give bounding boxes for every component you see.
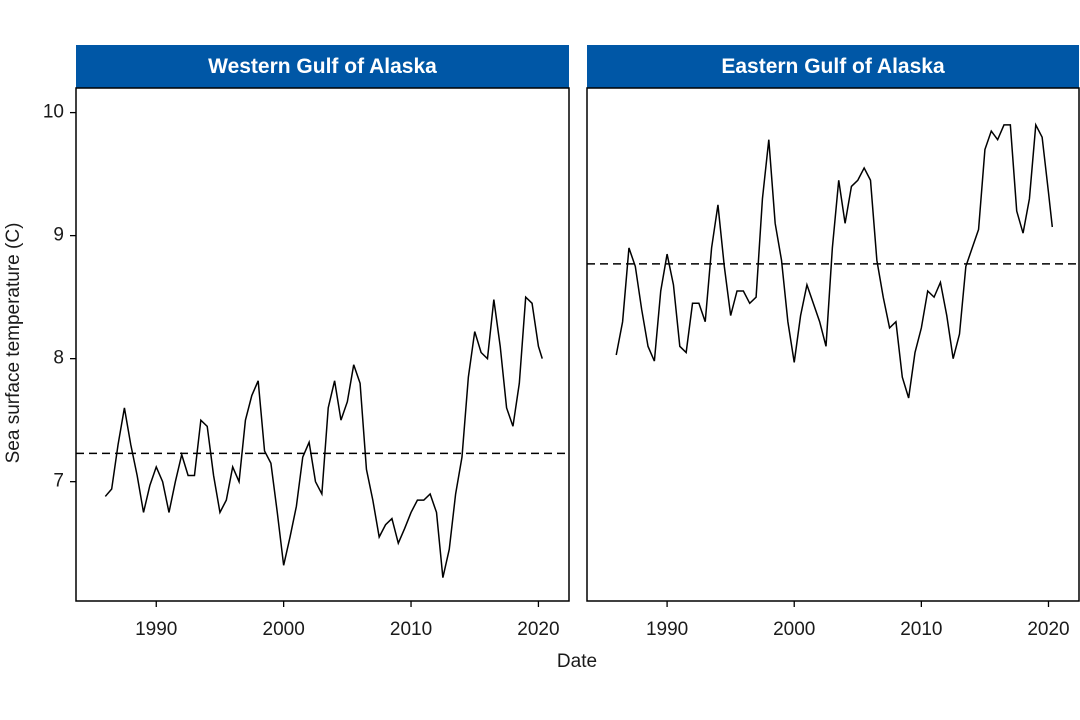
x-tick-label: 2010 — [390, 619, 432, 640]
strip-title: Eastern Gulf of Alaska — [721, 55, 945, 78]
y-tick-label: 10 — [43, 102, 64, 123]
x-tick-label: 1990 — [646, 619, 688, 640]
strip — [587, 45, 1079, 88]
panel-border — [586, 87, 1080, 602]
x-tick-label: 2020 — [1027, 619, 1069, 640]
x-tick-label: 2010 — [900, 619, 942, 640]
line — [615, 122, 1054, 399]
strip — [76, 45, 569, 88]
y-tick-label: 8 — [53, 348, 64, 369]
y-tick-label: 7 — [53, 471, 64, 492]
y-axis-title: Sea surface temperature (C) — [3, 223, 24, 464]
y-tick-label: 9 — [53, 225, 64, 246]
line — [104, 295, 543, 578]
x-tick-label: 2000 — [263, 619, 305, 640]
panel-border — [75, 87, 570, 602]
x-axis-title: Date — [557, 651, 597, 672]
x-tick-label: 1990 — [135, 619, 177, 640]
x-tick-label: 2000 — [773, 619, 815, 640]
strip-title: Western Gulf of Alaska — [208, 55, 437, 78]
x-tick-label: 2020 — [517, 619, 559, 640]
